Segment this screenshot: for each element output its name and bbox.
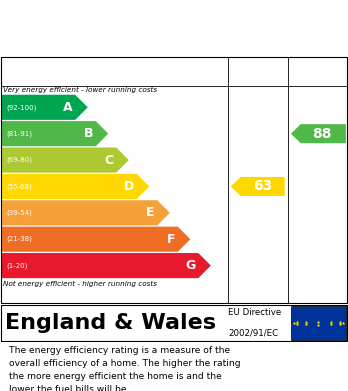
Text: C: C bbox=[104, 154, 113, 167]
Text: E: E bbox=[146, 206, 155, 219]
Text: Very energy efficient - lower running costs: Very energy efficient - lower running co… bbox=[3, 87, 157, 93]
Polygon shape bbox=[2, 121, 108, 146]
Text: (55-68): (55-68) bbox=[6, 183, 32, 190]
Text: Not energy efficient - higher running costs: Not energy efficient - higher running co… bbox=[3, 281, 157, 287]
Text: England & Wales: England & Wales bbox=[5, 313, 216, 333]
Bar bbox=[291, 307, 346, 340]
Polygon shape bbox=[2, 253, 211, 278]
Text: (69-80): (69-80) bbox=[6, 157, 32, 163]
Polygon shape bbox=[2, 95, 88, 120]
Text: 63: 63 bbox=[253, 179, 272, 194]
Text: A: A bbox=[63, 101, 72, 114]
Text: 88: 88 bbox=[312, 127, 332, 141]
Text: F: F bbox=[166, 233, 175, 246]
Text: (1-20): (1-20) bbox=[6, 262, 27, 269]
Text: Potential: Potential bbox=[298, 67, 338, 76]
Text: EU Directive: EU Directive bbox=[228, 308, 281, 317]
Text: Energy Efficiency Rating: Energy Efficiency Rating bbox=[63, 21, 285, 36]
Polygon shape bbox=[2, 174, 149, 199]
Polygon shape bbox=[291, 124, 346, 143]
Text: 2002/91/EC: 2002/91/EC bbox=[228, 329, 278, 338]
Text: (92-100): (92-100) bbox=[6, 104, 36, 111]
Polygon shape bbox=[2, 147, 129, 173]
Text: The energy efficiency rating is a measure of the
overall efficiency of a home. T: The energy efficiency rating is a measur… bbox=[9, 346, 240, 391]
Polygon shape bbox=[2, 200, 170, 225]
Polygon shape bbox=[2, 227, 190, 252]
Bar bbox=[1, 57, 347, 86]
Polygon shape bbox=[231, 177, 285, 196]
Text: G: G bbox=[185, 259, 196, 272]
Text: (21-38): (21-38) bbox=[6, 236, 32, 242]
Text: Current: Current bbox=[241, 67, 275, 76]
Text: (81-91): (81-91) bbox=[6, 131, 32, 137]
Text: (39-54): (39-54) bbox=[6, 210, 32, 216]
Text: B: B bbox=[84, 127, 93, 140]
Text: D: D bbox=[124, 180, 134, 193]
